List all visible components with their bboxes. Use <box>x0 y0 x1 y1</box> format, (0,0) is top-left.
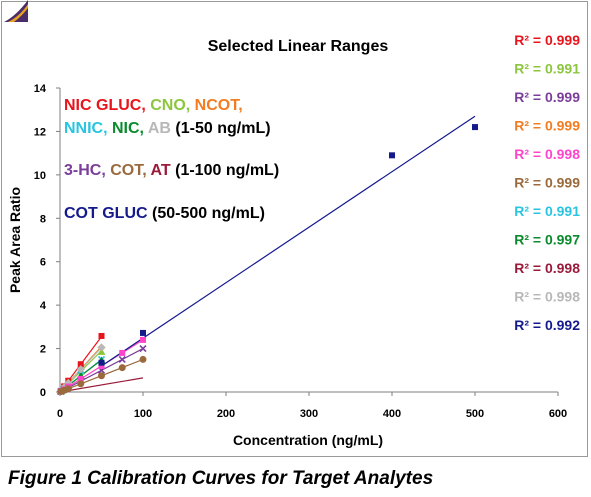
y-axis-label: Peak Area Ratio <box>7 187 23 293</box>
data-point <box>64 385 72 393</box>
r2-label: R² = 0.992 <box>514 317 580 333</box>
axes: 0 2 4 6 8 10 12 14 0 100 200 300 400 500 600 <box>34 83 567 420</box>
data-point <box>140 336 146 343</box>
annotation-segment: 3-HC, <box>64 162 110 179</box>
x-tick-label: 400 <box>383 408 401 420</box>
data-point <box>77 380 85 388</box>
y-tick-label: 10 <box>34 170 46 182</box>
r2-labels: R² = 0.999 R² = 0.991 R² = 0.999 R² = 0.999… <box>514 32 580 333</box>
data-point <box>118 364 126 372</box>
x-tick-label: 0 <box>57 408 63 420</box>
y-tick-label: 2 <box>40 344 46 356</box>
annotation-segment: AB <box>148 120 176 137</box>
x-tick-label: 500 <box>466 408 484 420</box>
fit-line <box>101 115 476 367</box>
data-point <box>76 365 85 374</box>
x-tick-label: 600 <box>549 408 567 420</box>
annotation-segment: COT GLUC <box>64 205 152 222</box>
chart-title: Selected Linear Ranges <box>208 38 389 55</box>
y-tick-label: 0 <box>40 387 46 399</box>
data-point <box>98 359 105 366</box>
data-point <box>77 375 84 382</box>
data-point <box>140 329 146 336</box>
x-tick-label: 200 <box>217 408 235 420</box>
r2-label: R² = 0.998 <box>514 289 580 305</box>
r2-label: R² = 0.998 <box>514 146 580 162</box>
corner-decoration <box>4 0 28 22</box>
data-point <box>77 361 84 368</box>
fit-line <box>59 377 144 393</box>
data-point <box>389 152 395 159</box>
data-points <box>56 124 478 396</box>
y-tick-label: 12 <box>34 126 46 138</box>
r2-label: R² = 0.997 <box>514 232 580 248</box>
annotation-segment: NNIC, <box>64 120 112 137</box>
x-tick-label: 300 <box>300 408 318 420</box>
annotation-segment: NIC GLUC, <box>64 97 150 114</box>
r2-label: R² = 0.991 <box>514 61 580 77</box>
y-tick-label: 8 <box>40 213 46 225</box>
y-tick-label: 6 <box>40 257 46 269</box>
annotation-group3: COT GLUC (50-500 ng/mL) <box>64 205 265 222</box>
y-tick-label: 4 <box>40 300 47 312</box>
data-point <box>472 124 478 131</box>
data-point <box>118 355 126 363</box>
data-point <box>97 343 106 352</box>
annotation-segment: NIC, <box>112 120 148 137</box>
annotation-segment: CNO, <box>150 97 194 114</box>
data-point <box>139 355 147 363</box>
data-point <box>98 372 105 380</box>
annotation-segment: (1-100 ng/mL) <box>175 162 279 179</box>
r2-label: R² = 0.999 <box>514 175 580 191</box>
data-point <box>119 349 126 356</box>
annotation-segment: (1-50 ng/mL) <box>175 120 270 137</box>
r2-label: R² = 0.999 <box>514 32 580 48</box>
annotation-group1b: NNIC, NIC, AB (1-50 ng/mL) <box>64 120 271 137</box>
annotation-segment: NCOT, <box>195 97 243 114</box>
chart-frame <box>1 1 588 457</box>
r2-label: R² = 0.998 <box>514 260 580 276</box>
r2-label: R² = 0.999 <box>514 118 580 134</box>
annotation-group1: NIC GLUC, CNO, NCOT, <box>64 97 243 114</box>
data-point <box>98 332 105 339</box>
annotation-group2: 3-HC, COT, AT (1-100 ng/mL) <box>64 162 279 179</box>
data-point <box>98 362 105 369</box>
y-tick-label: 14 <box>34 83 47 95</box>
annotation-segment: (50-500 ng/mL) <box>152 205 265 222</box>
r2-label: R² = 0.999 <box>514 89 580 105</box>
annotation-segment: COT, <box>110 162 150 179</box>
r2-label: R² = 0.991 <box>514 203 580 219</box>
annotation-segment: AT <box>151 162 176 179</box>
data-point <box>139 345 147 353</box>
x-axis-label: Concentration (ng/mL) <box>233 432 383 448</box>
figure-caption: Figure 1 Calibration Curves for Target A… <box>8 468 434 489</box>
x-tick-label: 100 <box>134 408 152 420</box>
annotations: NIC GLUC, CNO, NCOT, NNIC, NIC, AB (1-50 … <box>64 97 279 222</box>
